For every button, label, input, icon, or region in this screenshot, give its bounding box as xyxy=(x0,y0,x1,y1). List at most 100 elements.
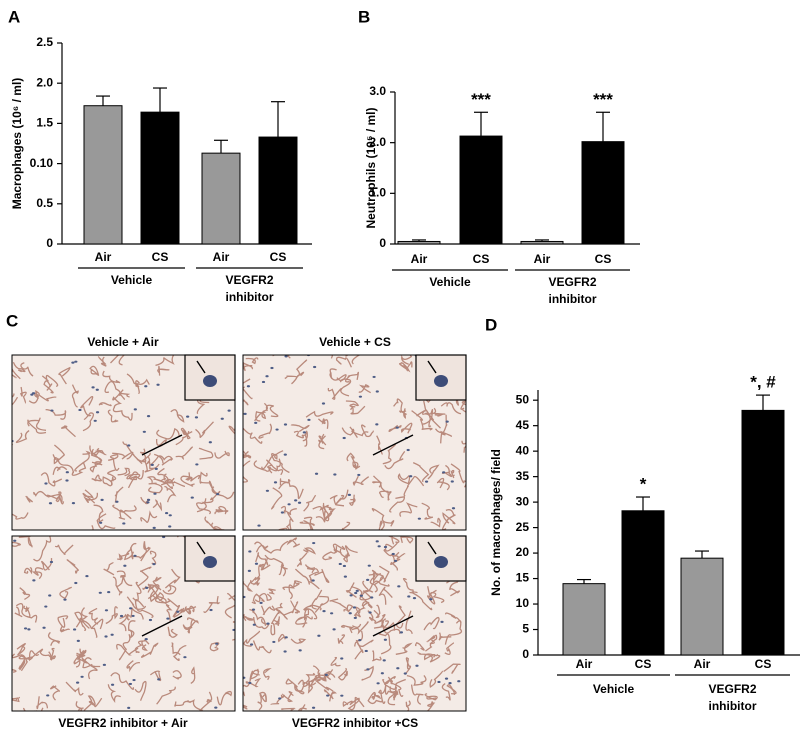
alveolar-wall xyxy=(71,384,79,408)
alveolar-wall xyxy=(426,635,436,645)
nucleus xyxy=(437,680,441,684)
alveolar-wall xyxy=(198,447,214,460)
alveolar-wall xyxy=(47,631,61,646)
y-tick-label: 35 xyxy=(516,469,530,483)
nucleus xyxy=(393,559,398,562)
micrograph xyxy=(11,535,236,712)
alveolar-wall xyxy=(112,451,134,460)
alveolar-wall xyxy=(112,504,137,513)
alveolar-wall xyxy=(384,541,398,552)
alveolar-wall xyxy=(423,400,432,428)
group-label: Vehicle xyxy=(111,273,153,287)
alveolar-wall xyxy=(156,686,176,705)
alveolar-wall xyxy=(291,359,308,385)
alveolar-wall xyxy=(330,656,341,667)
alveolar-wall xyxy=(118,613,128,632)
y-tick-label: 1.0 xyxy=(369,186,386,200)
alveolar-wall xyxy=(28,391,40,404)
nucleus xyxy=(157,678,161,681)
nucleus xyxy=(357,473,361,477)
alveolar-wall xyxy=(80,395,94,417)
nucleus xyxy=(165,511,169,515)
alveolar-wall xyxy=(372,475,383,488)
nucleus xyxy=(311,579,315,582)
nucleus xyxy=(48,502,53,505)
alveolar-wall xyxy=(149,550,157,565)
nucleus xyxy=(148,618,153,622)
nucleus xyxy=(63,598,67,601)
alveolar-wall xyxy=(103,562,115,576)
alveolar-wall xyxy=(303,676,318,689)
y-tick-label: 20 xyxy=(516,545,530,559)
alveolar-wall xyxy=(378,632,392,655)
nucleus xyxy=(284,636,288,639)
alveolar-wall xyxy=(387,676,404,697)
alveolar-wall xyxy=(140,510,158,523)
alveolar-wall xyxy=(117,552,130,561)
nucleus xyxy=(133,554,137,557)
alveolar-wall xyxy=(126,596,147,610)
alveolar-wall xyxy=(164,568,181,589)
alveolar-wall xyxy=(154,453,173,466)
alveolar-wall xyxy=(88,607,99,625)
nucleus xyxy=(342,436,346,440)
nucleus xyxy=(284,355,288,358)
alveolar-wall xyxy=(438,632,452,641)
alveolar-wall xyxy=(341,521,351,530)
nucleus xyxy=(406,448,410,452)
nucleus xyxy=(13,539,17,542)
alveolar-wall xyxy=(403,475,425,497)
alveolar-wall xyxy=(16,643,26,656)
nucleus xyxy=(65,471,69,474)
nucleus xyxy=(332,628,336,631)
alveolar-wall xyxy=(345,400,359,408)
alveolar-wall xyxy=(196,497,214,513)
alveolar-wall xyxy=(130,546,151,560)
nucleus xyxy=(215,642,219,645)
alveolar-wall xyxy=(82,657,101,669)
nucleus xyxy=(42,626,46,629)
nucleus xyxy=(399,631,404,634)
alveolar-wall xyxy=(18,648,44,660)
alveolar-wall xyxy=(172,670,182,680)
alveolar-wall xyxy=(425,634,438,652)
alveolar-wall xyxy=(132,581,142,602)
nucleus xyxy=(91,386,95,389)
nucleus xyxy=(358,639,362,642)
alveolar-wall xyxy=(412,462,430,483)
nucleus xyxy=(451,507,456,510)
alveolar-wall xyxy=(253,616,270,630)
alveolar-wall xyxy=(25,495,34,503)
alveolar-wall xyxy=(195,421,214,439)
alveolar-wall xyxy=(290,599,300,614)
alveolar-wall xyxy=(228,594,235,600)
alveolar-wall xyxy=(104,380,121,397)
nucleus xyxy=(382,659,386,662)
bar xyxy=(459,135,503,245)
alveolar-wall xyxy=(352,475,370,487)
alveolar-wall xyxy=(277,633,286,643)
alveolar-wall xyxy=(264,540,289,554)
nucleus xyxy=(186,415,190,418)
y-tick-label: 2.5 xyxy=(36,35,53,49)
nucleus xyxy=(110,633,114,636)
alveolar-wall xyxy=(303,547,317,555)
x-tick-label: CS xyxy=(635,657,652,671)
alveolar-wall xyxy=(75,654,88,668)
nucleus xyxy=(190,496,194,499)
nucleus xyxy=(424,480,429,483)
x-tick-label: Air xyxy=(576,657,593,671)
alveolar-wall xyxy=(268,458,281,474)
nucleus xyxy=(409,475,413,478)
micrograph-title: VEGFR2 inhibitor + Air xyxy=(58,716,188,730)
alveolar-wall xyxy=(314,678,334,692)
bar xyxy=(140,111,180,245)
nucleus xyxy=(444,677,449,680)
alveolar-wall xyxy=(137,566,152,587)
alveolar-wall xyxy=(257,693,263,711)
annotation: *** xyxy=(593,90,613,109)
alveolar-wall xyxy=(126,469,144,480)
alveolar-wall xyxy=(58,366,71,385)
nucleus xyxy=(144,638,148,641)
alveolar-wall xyxy=(112,389,124,408)
